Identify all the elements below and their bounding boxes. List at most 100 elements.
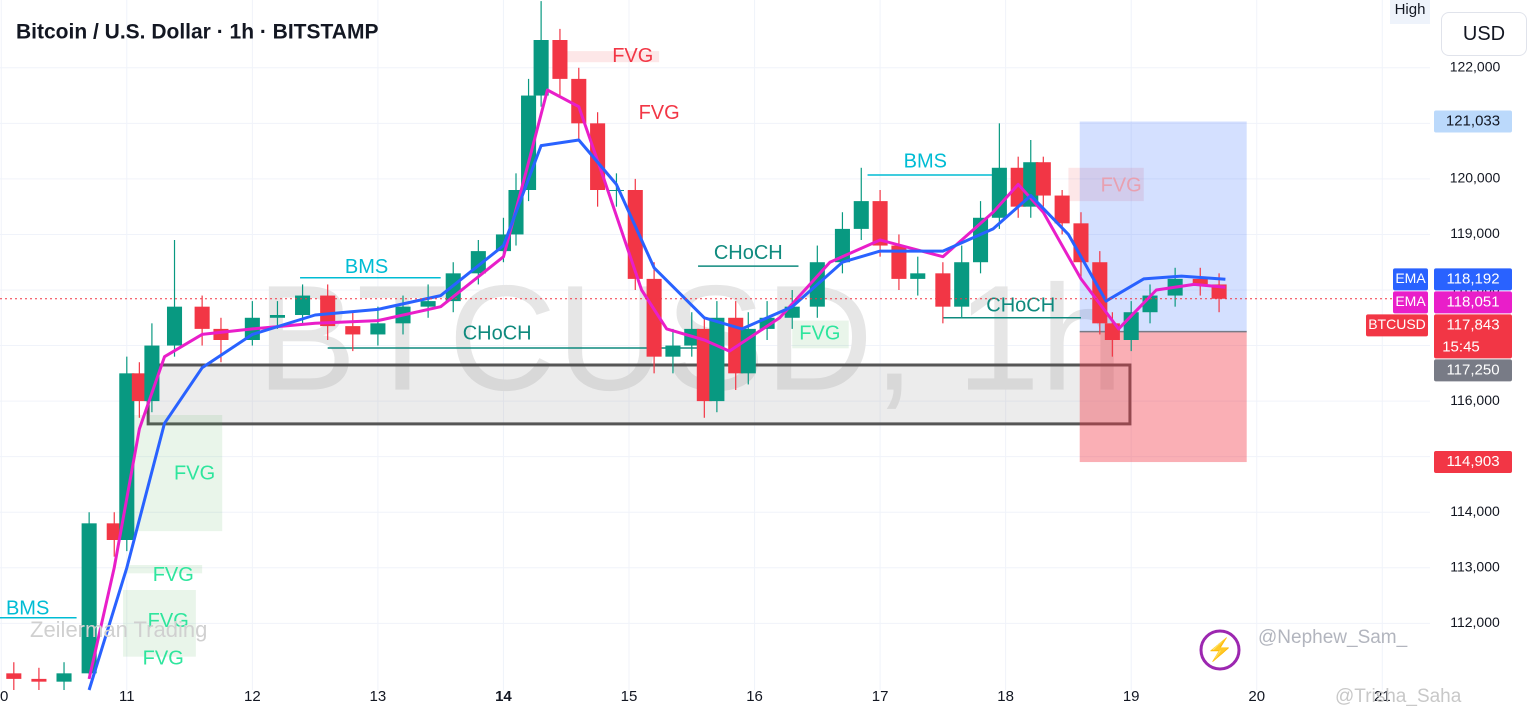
price-tag	[1434, 314, 1512, 359]
candle-body	[935, 273, 951, 307]
candle-body	[166, 306, 183, 346]
candle-body	[872, 201, 888, 246]
annotation: FVG	[799, 323, 840, 345]
candle-body	[1035, 162, 1051, 196]
annotation: CHoCH	[714, 242, 783, 264]
x-tick-label: 16	[746, 688, 763, 705]
x-tick-label: 11	[119, 688, 135, 705]
x-tick-label: 0	[0, 688, 8, 705]
ema-line	[87, 138, 1226, 691]
logo-bolt: ⚡	[1206, 637, 1233, 663]
y-tick-label: 120,000	[1450, 170, 1501, 186]
candle-body	[194, 306, 210, 329]
x-tick-label: 21	[1374, 688, 1391, 705]
series-tag	[1393, 268, 1428, 291]
zone	[553, 51, 660, 63]
x-tick-label: 12	[244, 688, 261, 705]
candle-body	[608, 190, 624, 191]
candle-body	[696, 328, 712, 402]
candle-body	[81, 523, 97, 674]
zone	[126, 565, 203, 574]
candle-body	[954, 262, 970, 307]
series-tag	[1393, 291, 1428, 314]
series-tag	[1366, 314, 1428, 337]
series-tag-label: EMA	[1395, 270, 1426, 286]
price-tag-label: 117,843	[1446, 316, 1499, 333]
candle-body	[784, 306, 800, 318]
x-tick-label: 18	[997, 688, 1014, 705]
annotation: BMS	[6, 598, 49, 620]
candle-body	[345, 326, 361, 335]
y-tick-label: 112,000	[1450, 614, 1500, 630]
zone	[123, 590, 196, 657]
candle-body	[269, 315, 285, 318]
candle-body	[1010, 167, 1026, 207]
annotation: FVG	[174, 463, 215, 485]
candle-body	[709, 317, 725, 402]
candle-body	[6, 673, 22, 679]
y-tick-label: 116,000	[1450, 392, 1500, 408]
candle-body	[910, 273, 926, 279]
price-tag-time: 15:45	[1442, 338, 1480, 355]
candle-body	[119, 373, 135, 540]
series-tag-label: BTCUSD	[1368, 316, 1426, 332]
candle-body	[665, 345, 681, 357]
candle-body	[213, 328, 229, 340]
candle-body	[759, 317, 775, 329]
candle-body	[853, 201, 869, 229]
price-tag	[1434, 451, 1512, 474]
y-tick-label: 113,000	[1450, 558, 1500, 574]
price-tag	[1434, 110, 1512, 133]
candle-body	[370, 323, 386, 335]
candle-body	[420, 301, 436, 307]
candle-body	[320, 295, 336, 327]
candle-body	[56, 673, 72, 682]
currency-button[interactable]: USD	[1441, 12, 1527, 56]
annotation: FVG	[612, 45, 653, 67]
annotation: BMS	[345, 256, 388, 278]
zone	[146, 363, 1132, 426]
annotation: FVG	[153, 564, 194, 586]
x-tick-label: 13	[370, 688, 387, 705]
price-tag	[1434, 359, 1512, 382]
candle-body	[1054, 195, 1070, 224]
annotation: FVG	[143, 648, 184, 670]
credit: @Trisha_Saha	[1335, 686, 1462, 707]
candle-body	[295, 295, 311, 315]
candle-body	[991, 167, 1007, 218]
candle-body	[571, 78, 587, 124]
credit: Zeilerman Trading	[30, 617, 207, 642]
price-tag-label: 118,192	[1446, 270, 1499, 287]
annotation: FVG	[639, 102, 680, 124]
price-tag	[1434, 268, 1512, 291]
candle-body	[533, 40, 549, 96]
annotation: CHoCH	[986, 294, 1055, 316]
price-tag-label: 121,033	[1446, 112, 1500, 129]
x-tick-label: 19	[1123, 688, 1140, 705]
annotation: FVG	[148, 610, 189, 632]
series-tag-label: EMA	[1395, 293, 1426, 309]
chart-title: Bitcoin / U.S. Dollar · 1h · BITSTAMP	[16, 21, 378, 44]
price-tag	[1434, 291, 1512, 314]
candle-body	[552, 40, 568, 79]
candle-body	[131, 373, 147, 402]
logo	[1199, 629, 1241, 671]
y-tick-label: 119,000	[1450, 225, 1500, 241]
stop-zone	[1079, 331, 1247, 463]
candle-body	[31, 678, 47, 682]
price-tag-label: 114,903	[1446, 453, 1499, 470]
high-button[interactable]: High	[1390, 0, 1430, 24]
credit: @Nephew_Sam_	[1258, 627, 1408, 648]
ema-line	[87, 88, 1226, 680]
candle-body	[144, 345, 160, 402]
y-tick-label: 114,000	[1450, 503, 1500, 519]
annotation: FVG	[1101, 174, 1142, 196]
zone	[128, 415, 223, 532]
candle-body	[973, 217, 989, 263]
x-tick-label: 17	[872, 688, 889, 705]
x-tick-label: 14	[495, 688, 512, 705]
candle-body	[1192, 278, 1208, 285]
candle-body	[891, 245, 907, 279]
